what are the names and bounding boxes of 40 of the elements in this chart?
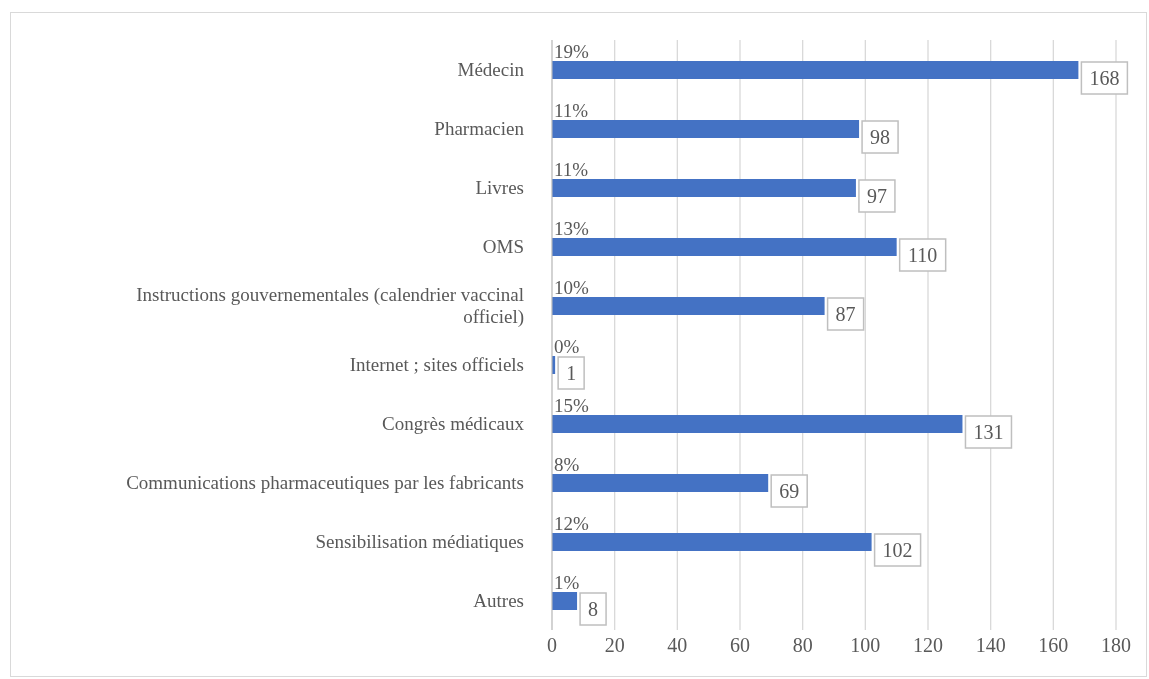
- annotation: 15%: [554, 394, 589, 416]
- x-tick-label: 40: [667, 634, 688, 657]
- annotation: 12%: [554, 512, 589, 534]
- x-tick-label: 60: [730, 634, 750, 657]
- annotation: 11%: [554, 99, 589, 121]
- x-tick-label: 80: [792, 634, 813, 657]
- data-label: 8: [588, 598, 599, 620]
- annotation: 1%: [554, 571, 580, 593]
- data-label: 131: [973, 421, 1004, 443]
- annotation: 13%: [554, 217, 589, 239]
- x-tick-label: 100: [850, 634, 881, 657]
- annotation: 0%: [554, 335, 580, 357]
- y-tick-label: OMS: [482, 235, 524, 257]
- y-tick-label: Pharmacien: [434, 117, 525, 139]
- x-tick-label: 120: [913, 634, 943, 657]
- y-tick-label: Internet ; sites officiels: [349, 353, 524, 375]
- y-tick-label: Médecin: [457, 58, 525, 80]
- y-tick-label: Autres: [473, 589, 524, 611]
- data-label: 168: [1089, 67, 1120, 89]
- data-label: 102: [882, 539, 913, 561]
- annotation: 8%: [554, 453, 580, 475]
- y-tick-label: Communications pharmaceutiques par les fabricants: [126, 471, 524, 493]
- data-label: 69: [779, 480, 800, 502]
- data-label: 1: [566, 362, 577, 384]
- x-tick-label: 140: [975, 634, 1006, 657]
- y-tick-label: Congrès médicaux: [382, 412, 525, 434]
- data-label: 87: [835, 303, 856, 325]
- annotation: 19%: [554, 40, 589, 62]
- x-tick-label: 160: [1038, 634, 1069, 657]
- x-tick-label: 20: [604, 634, 625, 657]
- data-label: 110: [908, 244, 938, 266]
- annotation: 10%: [554, 276, 589, 298]
- data-label: 97: [866, 185, 887, 207]
- y-tick-label: Livres: [475, 176, 524, 198]
- data-label: 98: [870, 126, 891, 148]
- y-tick-label: Sensibilisation médiatiques: [315, 530, 524, 552]
- x-tick-label: 0: [547, 634, 557, 657]
- annotation: 11%: [554, 158, 589, 180]
- x-tick-label: 180: [1101, 634, 1131, 657]
- y-tick-label: Instructions gouvernementales (calendrier vaccinal officiel): [136, 283, 524, 328]
